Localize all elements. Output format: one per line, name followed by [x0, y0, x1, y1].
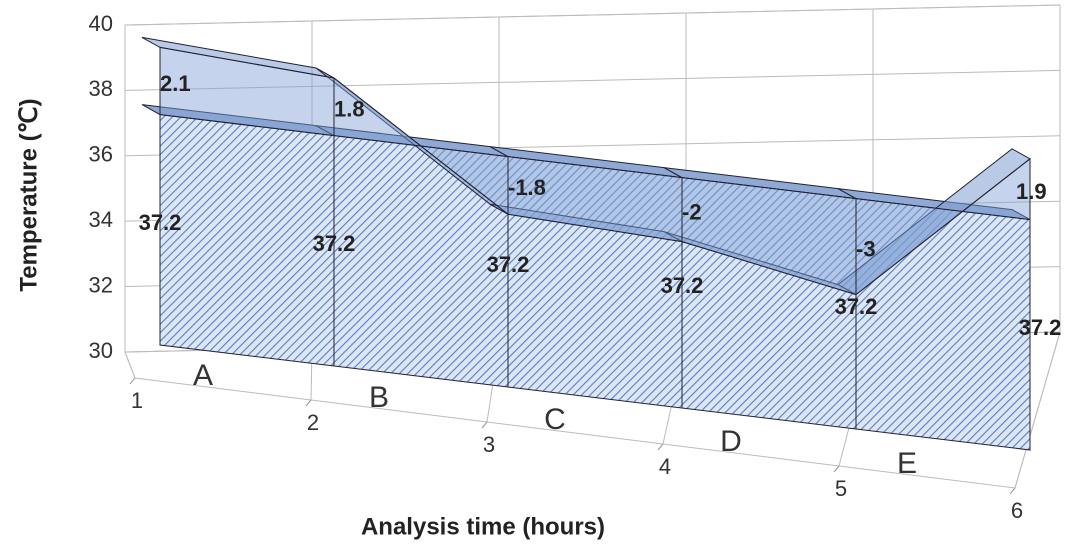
y-tick-label: 34	[89, 207, 113, 232]
grid-line	[124, 69, 1061, 91]
x-tick-label: 3	[483, 432, 495, 457]
x-tick-label: 5	[835, 476, 847, 501]
value-label: 37.2	[835, 294, 878, 319]
x-tick-label: 4	[659, 454, 671, 479]
x-tick-label: 1	[131, 388, 143, 413]
grid-line	[1014, 331, 1061, 489]
x-axis-title: Analysis time (hours)	[361, 513, 605, 540]
x-tick-label: 2	[307, 410, 319, 435]
x-tick	[481, 421, 488, 429]
region-label: E	[897, 447, 917, 480]
value-label: 37.2	[313, 231, 356, 256]
y-tick-label: 38	[89, 76, 113, 101]
x-tick	[657, 443, 664, 451]
y-tick-label: 40	[89, 11, 113, 36]
value-label: 37.2	[139, 210, 182, 235]
y-tick-label: 32	[89, 272, 113, 297]
value-label: 37.2	[1019, 315, 1062, 340]
x-tick	[1009, 487, 1016, 495]
y-tick-label: 30	[89, 338, 113, 363]
region-label: C	[544, 403, 566, 436]
y-axis-title: Temperature (℃)	[15, 98, 42, 291]
region-label: D	[720, 425, 742, 458]
region-label: B	[369, 381, 389, 414]
value-label: 37.2	[487, 252, 530, 277]
value-label: 1.9	[1016, 179, 1047, 204]
y-tick-label: 36	[89, 142, 113, 167]
value-label: 37.2	[661, 273, 704, 298]
grid-line	[124, 4, 1061, 26]
x-tick	[833, 465, 840, 473]
x-tick	[305, 399, 312, 407]
x-tick-label: 6	[1011, 498, 1023, 523]
value-label: 2.1	[160, 71, 191, 96]
value-label: -3	[856, 236, 876, 261]
region-label: A	[193, 359, 213, 392]
value-label: 1.8	[334, 97, 365, 122]
x-tick	[129, 377, 136, 385]
value-label: -1.8	[508, 175, 546, 200]
value-label: -2	[682, 199, 702, 224]
grid-line	[124, 351, 136, 379]
